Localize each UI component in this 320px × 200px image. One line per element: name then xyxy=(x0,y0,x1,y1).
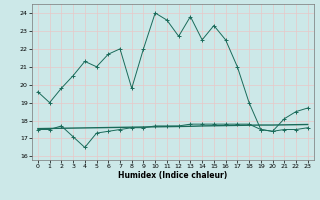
X-axis label: Humidex (Indice chaleur): Humidex (Indice chaleur) xyxy=(118,171,228,180)
